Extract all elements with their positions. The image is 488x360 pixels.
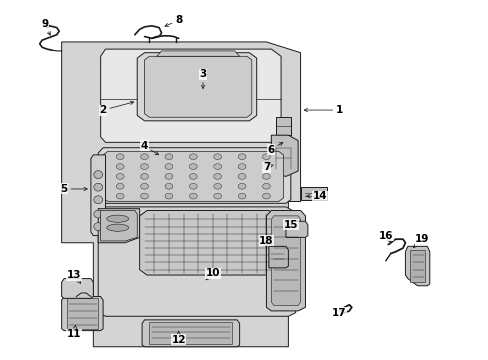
Circle shape — [213, 164, 221, 170]
Circle shape — [262, 193, 270, 199]
Text: 16: 16 — [378, 231, 392, 242]
Circle shape — [141, 193, 148, 199]
Circle shape — [141, 174, 148, 179]
Circle shape — [189, 193, 197, 199]
Text: 6: 6 — [267, 143, 282, 154]
Ellipse shape — [94, 171, 102, 179]
Circle shape — [262, 164, 270, 170]
Polygon shape — [285, 221, 307, 237]
Polygon shape — [61, 42, 300, 347]
Polygon shape — [98, 148, 290, 203]
Polygon shape — [149, 321, 232, 344]
Polygon shape — [300, 187, 327, 200]
Polygon shape — [98, 207, 295, 316]
Polygon shape — [271, 216, 300, 306]
Text: 5: 5 — [61, 184, 87, 194]
Circle shape — [213, 183, 221, 189]
Circle shape — [164, 183, 172, 189]
Circle shape — [213, 193, 221, 199]
Circle shape — [164, 154, 172, 159]
Ellipse shape — [94, 210, 102, 218]
Circle shape — [116, 183, 124, 189]
Text: 7: 7 — [262, 162, 273, 172]
Polygon shape — [144, 56, 251, 117]
Circle shape — [189, 183, 197, 189]
Ellipse shape — [106, 224, 128, 231]
Polygon shape — [91, 155, 105, 235]
Polygon shape — [140, 211, 276, 275]
Polygon shape — [266, 211, 305, 311]
Circle shape — [262, 174, 270, 179]
Ellipse shape — [94, 223, 102, 230]
Circle shape — [164, 193, 172, 199]
Text: 13: 13 — [66, 270, 81, 283]
Polygon shape — [61, 297, 103, 330]
Circle shape — [164, 164, 172, 170]
Circle shape — [189, 174, 197, 179]
Text: 14: 14 — [306, 191, 327, 201]
Circle shape — [164, 174, 172, 179]
Circle shape — [238, 183, 245, 189]
Circle shape — [141, 154, 148, 159]
Ellipse shape — [94, 196, 102, 204]
Circle shape — [116, 193, 124, 199]
Circle shape — [262, 154, 270, 159]
Polygon shape — [61, 279, 93, 298]
Polygon shape — [276, 117, 290, 135]
Polygon shape — [101, 49, 281, 142]
Circle shape — [116, 164, 124, 170]
Polygon shape — [409, 250, 424, 282]
Text: 18: 18 — [259, 236, 273, 247]
Text: 10: 10 — [205, 268, 220, 280]
Polygon shape — [268, 246, 288, 268]
Circle shape — [238, 154, 245, 159]
Text: 17: 17 — [331, 308, 346, 318]
Circle shape — [141, 164, 148, 170]
Circle shape — [238, 174, 245, 179]
Text: 11: 11 — [66, 325, 81, 339]
Text: 4: 4 — [141, 141, 158, 155]
Circle shape — [116, 174, 124, 179]
Circle shape — [213, 174, 221, 179]
Polygon shape — [271, 135, 298, 176]
Polygon shape — [137, 53, 256, 121]
Text: 2: 2 — [99, 101, 133, 115]
Text: 9: 9 — [41, 19, 50, 35]
Polygon shape — [142, 320, 239, 347]
Text: 1: 1 — [304, 105, 343, 115]
Polygon shape — [98, 209, 140, 243]
Ellipse shape — [94, 183, 102, 191]
Polygon shape — [101, 211, 137, 241]
Circle shape — [189, 154, 197, 159]
Text: 19: 19 — [412, 234, 429, 248]
Text: 15: 15 — [283, 220, 298, 230]
Polygon shape — [157, 51, 239, 56]
Text: 3: 3 — [199, 69, 206, 89]
Circle shape — [141, 183, 148, 189]
Circle shape — [238, 164, 245, 170]
Polygon shape — [103, 151, 283, 202]
Circle shape — [213, 154, 221, 159]
Text: 12: 12 — [171, 331, 185, 345]
Circle shape — [116, 154, 124, 159]
Polygon shape — [405, 246, 429, 286]
Circle shape — [238, 193, 245, 199]
Circle shape — [189, 164, 197, 170]
Text: 8: 8 — [164, 15, 182, 26]
Circle shape — [262, 183, 270, 189]
Polygon shape — [66, 298, 98, 329]
Ellipse shape — [106, 215, 128, 222]
